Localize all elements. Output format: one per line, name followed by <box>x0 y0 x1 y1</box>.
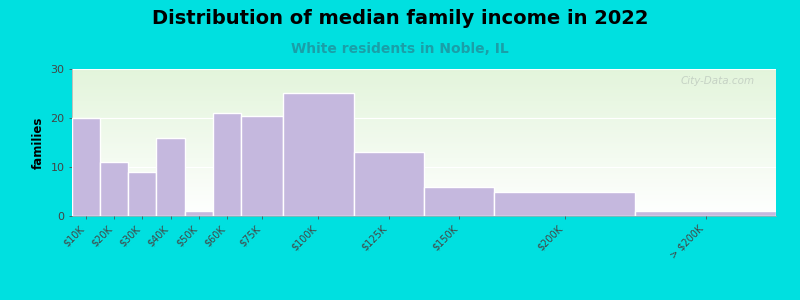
Bar <box>354 152 424 216</box>
Text: Distribution of median family income in 2022: Distribution of median family income in … <box>152 9 648 28</box>
Text: City-Data.com: City-Data.com <box>681 76 755 86</box>
Y-axis label: families: families <box>32 116 45 169</box>
Bar <box>494 191 635 216</box>
Bar <box>100 162 128 216</box>
Bar <box>128 172 157 216</box>
Bar <box>157 138 185 216</box>
Bar <box>635 211 776 216</box>
Text: White residents in Noble, IL: White residents in Noble, IL <box>291 42 509 56</box>
Bar <box>283 94 354 216</box>
Bar <box>72 118 100 216</box>
Bar <box>424 187 494 216</box>
Bar <box>241 116 283 216</box>
Bar <box>185 211 213 216</box>
Bar <box>213 113 241 216</box>
